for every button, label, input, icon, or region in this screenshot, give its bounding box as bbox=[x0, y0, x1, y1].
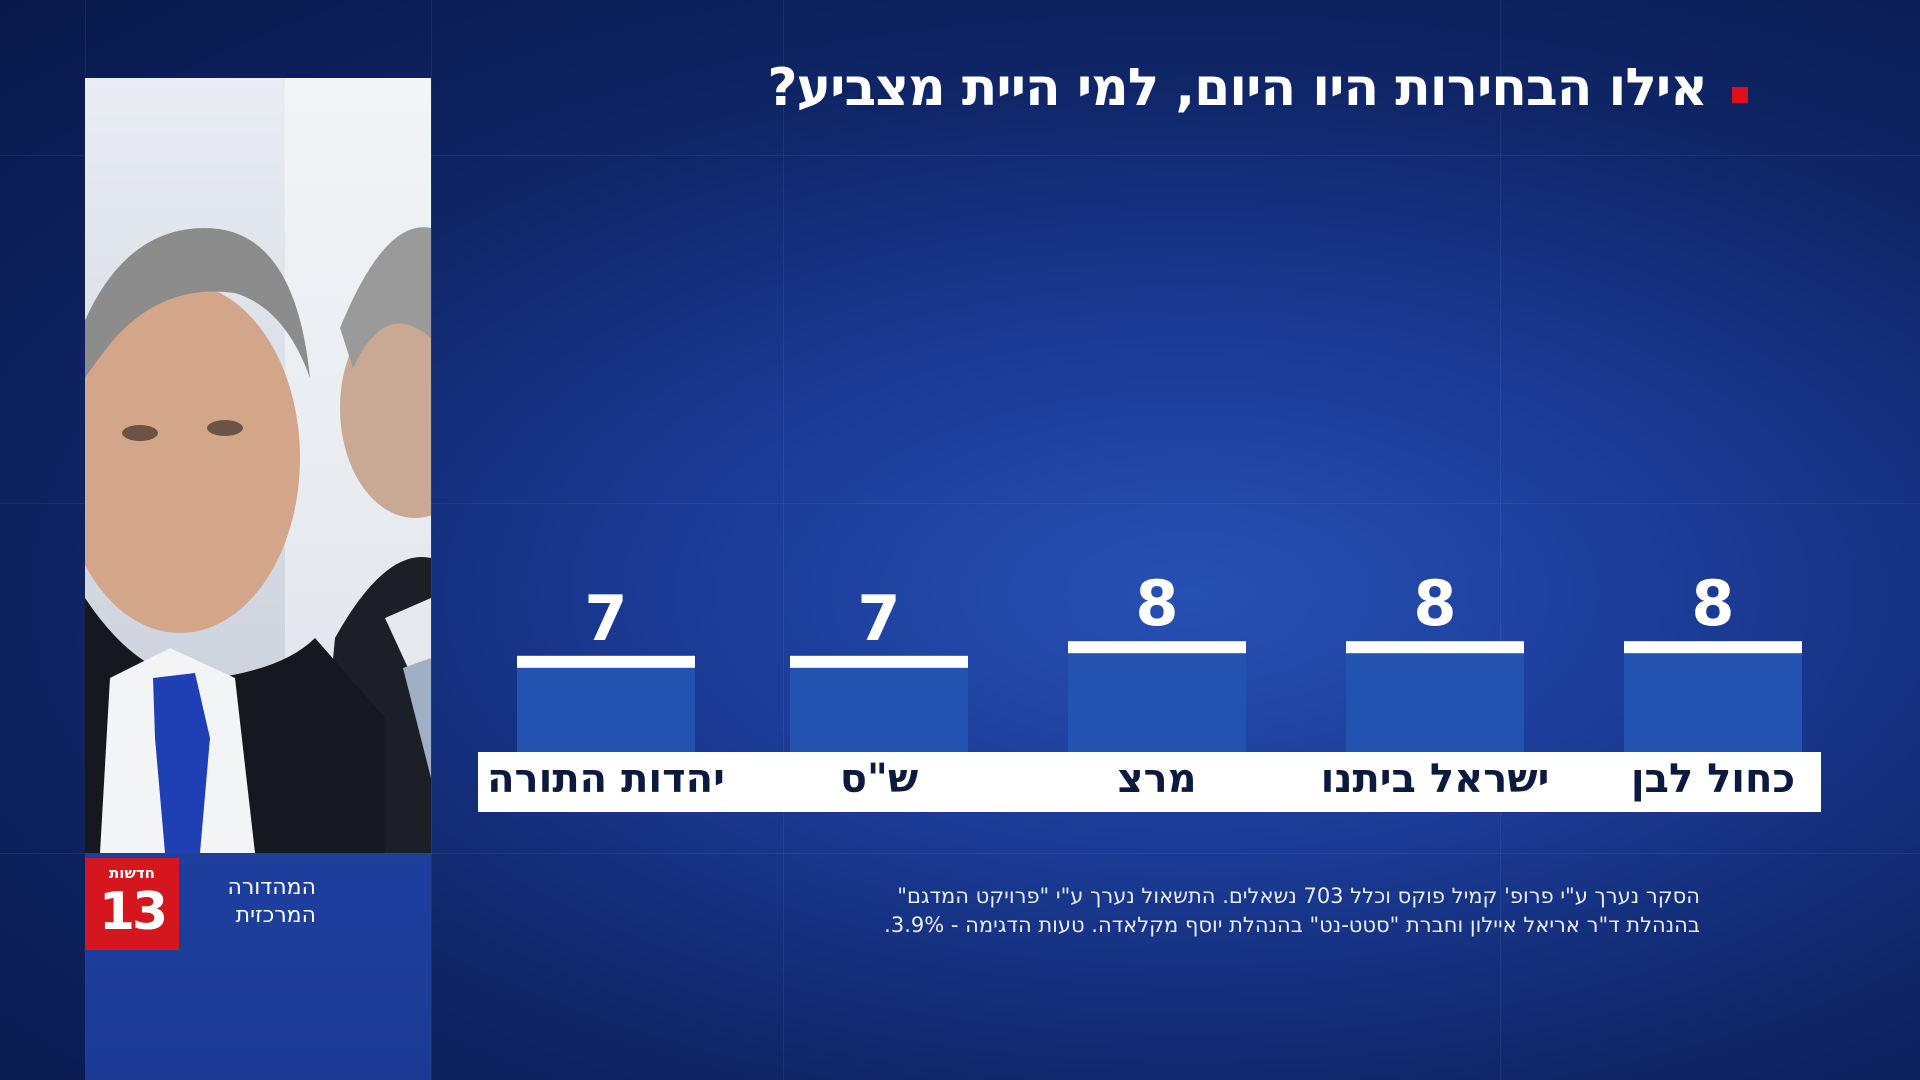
value-label-4: 7 bbox=[584, 582, 627, 655]
bar-cap-4 bbox=[517, 655, 695, 668]
chart-title: אילו הבחירות היו היום, למי היית מצביע? bbox=[767, 58, 1708, 118]
bar-cap-1 bbox=[1346, 641, 1524, 654]
category-label-4: יהדות התורה bbox=[487, 756, 725, 802]
bar-3 bbox=[790, 655, 968, 752]
category-label-1: ישראל ביתנו bbox=[1321, 756, 1550, 802]
bar-cap-0 bbox=[1624, 641, 1802, 654]
portrait-photo bbox=[85, 78, 431, 853]
value-label-2: 8 bbox=[1135, 567, 1178, 640]
bar-cap-3 bbox=[790, 655, 968, 668]
program-name-line1: המהדורה bbox=[227, 875, 316, 900]
category-label-3: ש"ס bbox=[840, 756, 918, 802]
footnote-line-2: בהנהלת ד"ר אריאל איילון וחברת "סטט-נט" ב… bbox=[884, 913, 1700, 937]
footnote-line-1: הסקר נערך ע"י פרופ' קמיל פוקס וכלל 703 נ… bbox=[897, 884, 1700, 908]
logo-news-text: חדשות bbox=[109, 864, 155, 882]
bar-2 bbox=[1068, 641, 1246, 752]
survey-footnote: הסקר נערך ע"י פרופ' קמיל פוקס וכלל 703 נ… bbox=[700, 882, 1700, 940]
value-label-1: 8 bbox=[1413, 567, 1456, 640]
bar-0 bbox=[1624, 641, 1802, 752]
logo-number: 13 bbox=[98, 882, 168, 942]
category-label-0: כחול לבן bbox=[1631, 756, 1795, 802]
title-marker-icon bbox=[1732, 87, 1748, 103]
value-label-0: 8 bbox=[1691, 567, 1734, 640]
value-label-3: 7 bbox=[857, 582, 900, 655]
bar-1 bbox=[1346, 641, 1524, 752]
channel-13-logo: חדשות 13 bbox=[85, 858, 179, 950]
program-name: המהדורה המרכזית bbox=[196, 874, 316, 930]
bar-cap-2 bbox=[1068, 641, 1246, 654]
bar-4 bbox=[517, 655, 695, 752]
portraits-illustration bbox=[85, 227, 431, 853]
category-label-strip bbox=[478, 752, 1821, 812]
category-label-2: מרצ bbox=[1117, 756, 1196, 802]
program-name-line2: המרכזית bbox=[235, 903, 316, 928]
